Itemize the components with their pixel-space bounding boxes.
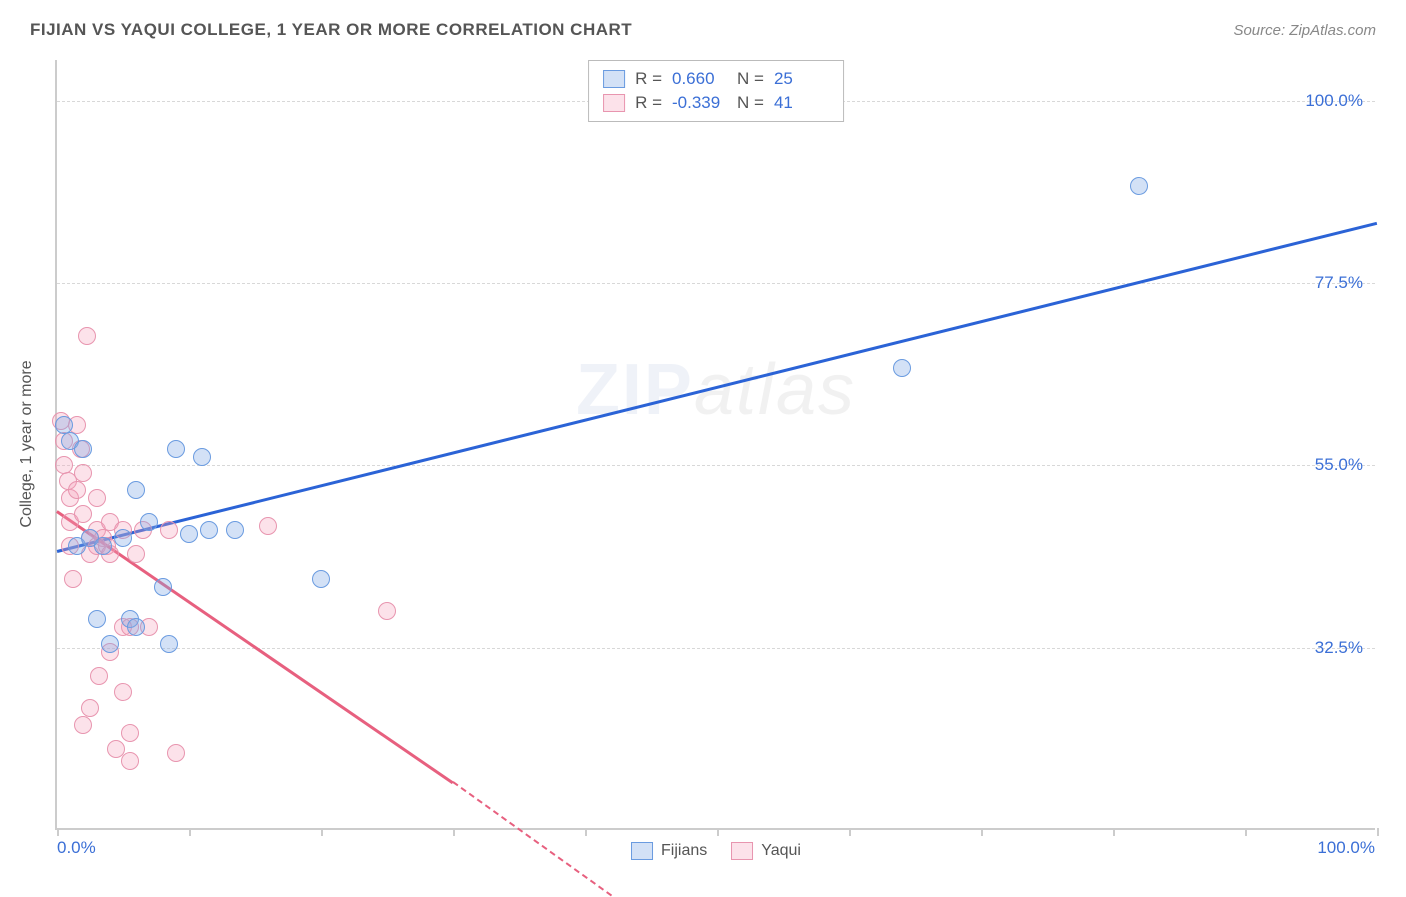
data-point bbox=[154, 578, 172, 596]
data-point bbox=[378, 602, 396, 620]
y-tick-label: 100.0% bbox=[1305, 91, 1363, 111]
data-point bbox=[1130, 177, 1148, 195]
data-point bbox=[160, 635, 178, 653]
data-point bbox=[64, 570, 82, 588]
plot-area: ZIPatlas College, 1 year or more 32.5%55… bbox=[55, 60, 1375, 830]
data-point bbox=[88, 610, 106, 628]
data-point bbox=[127, 481, 145, 499]
data-point bbox=[167, 440, 185, 458]
legend-label-fijians: Fijians bbox=[661, 842, 707, 860]
data-point bbox=[114, 529, 132, 547]
swatch-yaqui bbox=[603, 94, 625, 112]
chart-header: FIJIAN VS YAQUI COLLEGE, 1 YEAR OR MORE … bbox=[0, 0, 1406, 50]
data-point bbox=[94, 537, 112, 555]
r-label: R = bbox=[635, 69, 662, 89]
data-point bbox=[74, 716, 92, 734]
legend-swatch-fijians bbox=[631, 842, 653, 860]
swatch-fijians bbox=[603, 70, 625, 88]
n-value-fijians: 25 bbox=[774, 69, 829, 89]
data-point bbox=[74, 440, 92, 458]
data-point bbox=[193, 448, 211, 466]
data-point bbox=[90, 667, 108, 685]
legend: Fijians Yaqui bbox=[631, 842, 801, 860]
data-point bbox=[121, 724, 139, 742]
data-point bbox=[121, 752, 139, 770]
y-axis-label: College, 1 year or more bbox=[18, 360, 36, 527]
data-point bbox=[180, 525, 198, 543]
data-point bbox=[127, 545, 145, 563]
legend-item-yaqui: Yaqui bbox=[731, 842, 801, 860]
y-tick-label: 55.0% bbox=[1315, 455, 1363, 475]
y-tick-label: 32.5% bbox=[1315, 638, 1363, 658]
data-point bbox=[114, 683, 132, 701]
x-tick-label-min: 0.0% bbox=[57, 838, 96, 858]
data-point bbox=[160, 521, 178, 539]
data-point bbox=[68, 481, 86, 499]
r-value-fijians: 0.660 bbox=[672, 69, 727, 89]
data-point bbox=[312, 570, 330, 588]
data-point bbox=[74, 505, 92, 523]
data-point bbox=[200, 521, 218, 539]
data-point bbox=[893, 359, 911, 377]
data-point bbox=[81, 699, 99, 717]
chart-container: ZIPatlas College, 1 year or more 32.5%55… bbox=[55, 60, 1375, 830]
data-point bbox=[167, 744, 185, 762]
n-value-yaqui: 41 bbox=[774, 93, 829, 113]
data-point bbox=[127, 618, 145, 636]
stats-row-fijians: R = 0.660 N = 25 bbox=[603, 67, 829, 91]
n-label: N = bbox=[737, 69, 764, 89]
y-tick-label: 77.5% bbox=[1315, 273, 1363, 293]
stats-box: R = 0.660 N = 25 R = -0.339 N = 41 bbox=[588, 60, 844, 122]
legend-swatch-yaqui bbox=[731, 842, 753, 860]
data-point bbox=[140, 513, 158, 531]
data-point bbox=[259, 517, 277, 535]
data-point bbox=[74, 464, 92, 482]
legend-item-fijians: Fijians bbox=[631, 842, 707, 860]
stats-row-yaqui: R = -0.339 N = 41 bbox=[603, 91, 829, 115]
data-point bbox=[226, 521, 244, 539]
n-label: N = bbox=[737, 93, 764, 113]
data-point bbox=[88, 489, 106, 507]
r-value-yaqui: -0.339 bbox=[672, 93, 727, 113]
data-point bbox=[101, 635, 119, 653]
r-label: R = bbox=[635, 93, 662, 113]
legend-label-yaqui: Yaqui bbox=[761, 842, 801, 860]
chart-title: FIJIAN VS YAQUI COLLEGE, 1 YEAR OR MORE … bbox=[30, 20, 632, 40]
source-attribution: Source: ZipAtlas.com bbox=[1233, 22, 1376, 39]
data-point bbox=[78, 327, 96, 345]
x-tick-label-max: 100.0% bbox=[1317, 838, 1375, 858]
data-point bbox=[55, 456, 73, 474]
